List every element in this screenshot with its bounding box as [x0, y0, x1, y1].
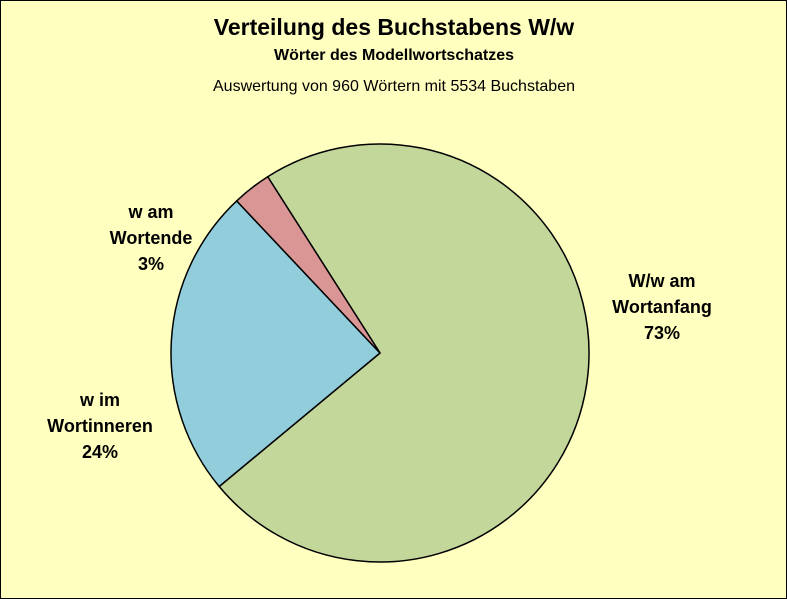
slice-label-wortanfang-line2: Wortanfang — [612, 297, 712, 317]
pie-slices — [170, 143, 590, 563]
chart-subtitle: Wörter des Modellwortschatzes — [274, 47, 514, 64]
pie-slice-wortende — [235, 175, 381, 354]
pie-slice-wortinneren — [170, 200, 381, 488]
slice-label-wortende-line2: Wortende — [110, 228, 193, 248]
chart-title: Verteilung des Buchstabens W/w — [214, 14, 575, 40]
slice-label-wortanfang-line1: W/w am — [628, 271, 695, 291]
slice-label-wortende-percent: 3% — [138, 254, 164, 274]
pie-slice-wortanfang — [218, 143, 590, 563]
slice-label-wortinneren-line2: Wortinneren — [47, 416, 153, 436]
slice-label-wortanfang-percent: 73% — [644, 323, 680, 343]
slice-label-wortinneren-line1: w im — [79, 390, 120, 410]
slice-label-wortende-line1: w am — [127, 202, 173, 222]
slice-label-wortinneren-percent: 24% — [82, 442, 118, 462]
chart-subtitle-2: Auswertung von 960 Wörtern mit 5534 Buch… — [213, 78, 575, 95]
